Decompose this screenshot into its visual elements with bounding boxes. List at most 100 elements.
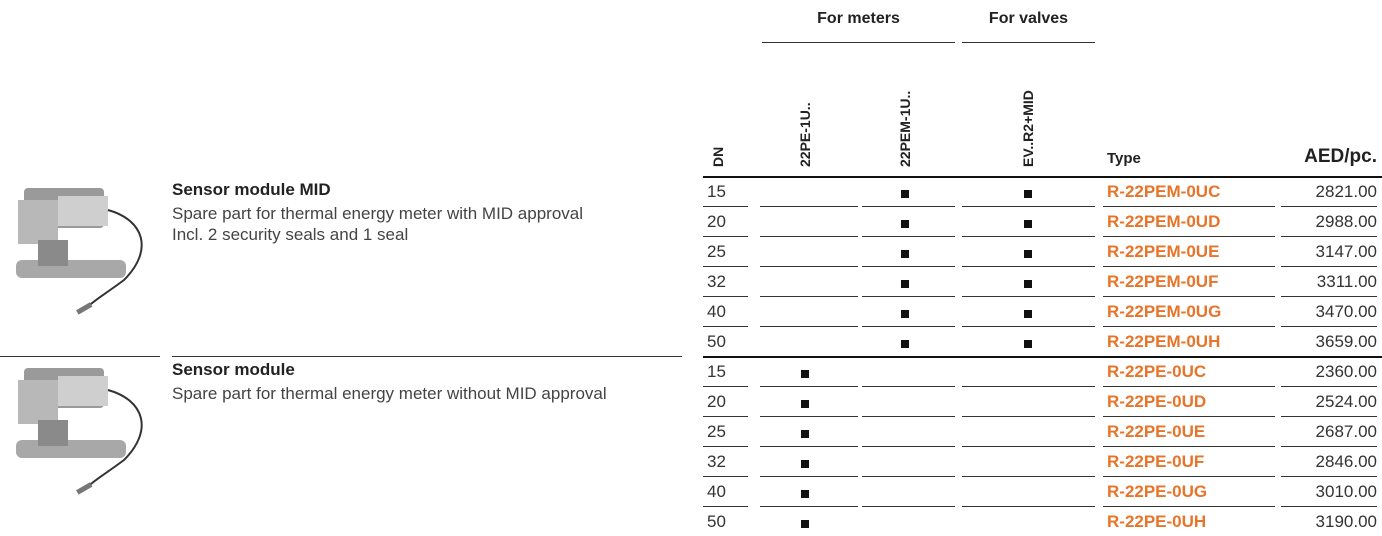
row-rule (1103, 386, 1275, 387)
mark-square (901, 340, 909, 348)
group-underline (962, 42, 1095, 43)
row-rule (760, 476, 858, 477)
row-rule (862, 386, 955, 387)
dn-cell: 40 (707, 482, 726, 501)
mark-square (801, 430, 809, 438)
row-rule (703, 266, 748, 267)
product-image (15, 367, 143, 496)
row-rule (703, 236, 748, 237)
row-rule (1281, 206, 1377, 207)
dn-cell: 25 (707, 242, 726, 261)
price-cell: 2988.00 (1315, 212, 1377, 231)
dn-cell: 15 (707, 182, 726, 201)
row-rule (760, 236, 858, 237)
mark-square (801, 370, 809, 378)
row-rule (703, 506, 748, 507)
header-rule (703, 356, 1382, 358)
row-rule (1281, 386, 1377, 387)
row-rule (703, 476, 748, 477)
type-code[interactable]: R-22PE-0UE (1107, 422, 1206, 441)
row-rule (760, 416, 858, 417)
mark-square (1024, 340, 1032, 348)
price-cell: 2846.00 (1315, 452, 1377, 471)
type-code[interactable]: R-22PEM-0UD (1107, 212, 1221, 231)
row-rule (1103, 206, 1275, 207)
dn-cell: 40 (707, 302, 726, 321)
row-rule (703, 206, 748, 207)
row-rule (962, 236, 1095, 237)
row-rule (760, 446, 858, 447)
row-rule (1103, 506, 1275, 507)
column-header: EV..R2+MID (1020, 90, 1036, 167)
row-rule (1281, 446, 1377, 447)
mark-square (901, 190, 909, 198)
price-cell: 3190.00 (1315, 512, 1377, 531)
type-code[interactable]: R-22PE-0UH (1107, 512, 1207, 531)
row-rule (760, 206, 858, 207)
row-rule (1103, 296, 1275, 297)
group-rule (0, 356, 160, 357)
mark-square (801, 400, 809, 408)
row-rule (760, 296, 858, 297)
mark-square (1024, 280, 1032, 288)
mark-square (801, 490, 809, 498)
description-line: Spare part for thermal energy meter with… (172, 384, 607, 403)
price-cell: 3147.00 (1315, 242, 1377, 261)
price-cell: 3010.00 (1315, 482, 1377, 501)
type-code[interactable]: R-22PEM-0UF (1107, 272, 1219, 291)
row-rule (962, 206, 1095, 207)
dn-cell: 20 (707, 212, 726, 231)
dn-cell: 50 (707, 512, 726, 531)
row-rule (862, 416, 955, 417)
row-rule (962, 446, 1095, 447)
column-header: 22PE-1U.. (797, 102, 813, 167)
price-cell: 2687.00 (1315, 422, 1377, 441)
type-code[interactable]: R-22PE-0UC (1107, 362, 1207, 381)
mark-square (1024, 310, 1032, 318)
row-rule (862, 206, 955, 207)
column-header: 22PEM-1U.. (897, 90, 913, 167)
row-rule (962, 266, 1095, 267)
mark-square (901, 280, 909, 288)
type-code[interactable]: R-22PE-0UF (1107, 452, 1205, 471)
row-rule (962, 476, 1095, 477)
row-rule (862, 446, 955, 447)
mark-square (901, 310, 909, 318)
product-image (15, 187, 143, 316)
row-rule (1281, 236, 1377, 237)
row-rule (760, 506, 858, 507)
group-header: For meters (817, 10, 900, 27)
row-rule (962, 296, 1095, 297)
row-rule (703, 446, 748, 447)
row-rule (760, 266, 858, 267)
type-code[interactable]: R-22PEM-0UG (1107, 302, 1222, 321)
mark-square (1024, 220, 1032, 228)
row-rule (862, 236, 955, 237)
dn-cell: 50 (707, 332, 726, 351)
dn-cell: 32 (707, 452, 726, 471)
type-code[interactable]: R-22PEM-0UC (1107, 182, 1221, 201)
row-rule (703, 296, 748, 297)
row-rule (1281, 476, 1377, 477)
row-rule (962, 386, 1095, 387)
column-header: DN (710, 146, 726, 167)
dn-cell: 25 (707, 422, 726, 441)
row-rule (862, 266, 955, 267)
type-code[interactable]: R-22PEM-0UE (1107, 242, 1220, 261)
dn-cell: 15 (707, 362, 726, 381)
description-line: Spare part for thermal energy meter with… (172, 204, 584, 223)
row-rule (1103, 326, 1275, 327)
row-rule (1103, 446, 1275, 447)
row-rule (862, 476, 955, 477)
type-code[interactable]: R-22PE-0UD (1107, 392, 1207, 411)
row-rule (1281, 416, 1377, 417)
mark-square (801, 460, 809, 468)
type-code[interactable]: R-22PE-0UG (1107, 482, 1208, 501)
price-cell: 2524.00 (1315, 392, 1377, 411)
row-rule (1103, 236, 1275, 237)
row-rule (962, 416, 1095, 417)
type-code[interactable]: R-22PEM-0UH (1107, 332, 1221, 351)
row-rule (703, 416, 748, 417)
group-header: For valves (988, 10, 1069, 27)
